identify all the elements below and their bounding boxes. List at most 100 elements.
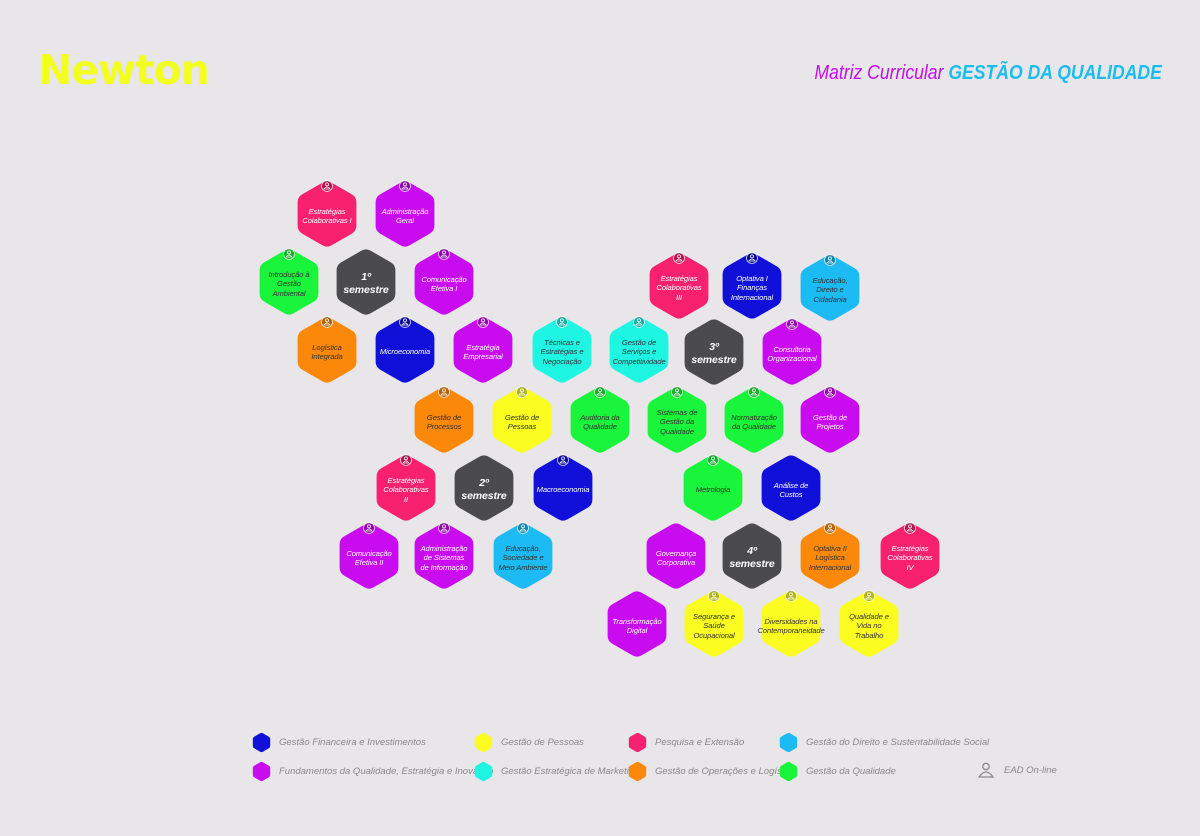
legend-swatch — [252, 761, 271, 782]
hex-shape — [414, 249, 474, 315]
hex-seguranca-e-saude-ocupacional — [684, 590, 744, 657]
ead-online-icon — [746, 252, 758, 264]
ead-online-icon — [633, 316, 645, 328]
hex-shape — [722, 523, 782, 589]
ead-online-icon — [321, 180, 333, 192]
legend-item-qualidade: Gestão da Qualidade — [779, 761, 896, 782]
ead-online-icon — [477, 316, 489, 328]
hex-shape — [762, 319, 822, 385]
legend-swatch — [474, 761, 493, 782]
hex-shape — [297, 317, 357, 383]
ead-label: EAD On-line — [1004, 764, 1057, 776]
hex-shape — [647, 387, 707, 453]
ead-online-icon — [438, 522, 450, 534]
hex-logistica-integrada — [297, 316, 357, 383]
hex-sistemas-de-gestao-da-qualidade — [647, 386, 707, 453]
ead-online-icon — [786, 318, 798, 330]
hex-shape — [800, 387, 860, 453]
hex-normatizacao-da-qualidade — [724, 386, 784, 453]
hex-shape — [414, 523, 474, 589]
legend-item-ead: EAD On-line — [976, 761, 1057, 779]
ead-online-icon — [708, 590, 720, 602]
ead-online-icon — [556, 316, 568, 328]
hex-comunicacao-efetiva-ii — [339, 522, 399, 589]
hex-3-semestre — [684, 319, 744, 385]
hex-1-semestre — [336, 249, 396, 315]
hex-governanca-corporativa — [646, 523, 706, 589]
hex-macroeconomia — [533, 454, 593, 521]
legend-swatch — [779, 761, 798, 782]
hex-shape — [839, 591, 899, 657]
hex-estrategias-colaborativas-iii — [649, 252, 709, 319]
ead-online-icon — [400, 454, 412, 466]
legend-item-financeira: Gestão Financeira e Investimentos — [252, 732, 426, 753]
hex-tecnicas-e-estrategias-e-negociacao — [532, 316, 592, 383]
hex-shape — [722, 253, 782, 319]
hex-comunicacao-efetiva-i — [414, 248, 474, 315]
hex-gestao-de-processos — [414, 386, 474, 453]
hex-shape — [724, 387, 784, 453]
hex-shape — [607, 591, 667, 657]
ead-online-icon — [824, 254, 836, 266]
legend-label: Fundamentos da Qualidade, Estratégia e I… — [279, 766, 494, 777]
hex-shape — [492, 387, 552, 453]
legend-swatch — [628, 761, 647, 782]
hex-shape — [683, 455, 743, 521]
legend-label: Gestão da Qualidade — [806, 766, 896, 777]
hex-estrategias-colaborativas-iv — [880, 522, 940, 589]
hex-estrategia-empresarial — [453, 316, 513, 383]
ead-online-icon — [748, 386, 760, 398]
legend-item-direito: Gestão do Direito e Sustentabilidade Soc… — [779, 732, 989, 753]
ead-online-icon — [904, 522, 916, 534]
hex-shape — [454, 455, 514, 521]
hex-2-semestre — [454, 455, 514, 521]
hex-shape — [649, 253, 709, 319]
hex-shape — [570, 387, 630, 453]
hex-shape — [453, 317, 513, 383]
ead-online-icon — [321, 316, 333, 328]
newton-logo: Newton — [38, 46, 210, 94]
legend-label: Pesquisa e Extensão — [655, 737, 745, 748]
legend-swatch — [779, 732, 798, 753]
legend-label: Gestão de Pessoas — [501, 737, 584, 748]
legend-item-operacoes: Gestão de Operações e Logística — [628, 761, 797, 782]
ead-online-icon — [438, 386, 450, 398]
hex-consultoria-organizacional — [762, 318, 822, 385]
legend-label: Gestão Financeira e Investimentos — [279, 737, 426, 748]
hex-optativa-ii-logistica-internacional — [800, 522, 860, 589]
legend-swatch — [474, 732, 493, 753]
hex-educacao-sociedade-e-meio-ambiente — [493, 522, 553, 589]
hex-administracao-geral — [375, 180, 435, 247]
legend-label: Gestão Estratégica de Marketing — [501, 766, 640, 777]
hex-shape — [761, 591, 821, 657]
hex-administracao-de-sistemas-de-informacao — [414, 522, 474, 589]
ead-online-icon — [785, 590, 797, 602]
ead-online-icon — [363, 522, 375, 534]
hex-microeconomia — [375, 316, 435, 383]
ead-online-icon — [977, 762, 995, 778]
hex-shape — [532, 317, 592, 383]
hex-shape — [493, 523, 553, 589]
hex-shape — [533, 455, 593, 521]
ead-online-icon — [594, 386, 606, 398]
hex-shape — [761, 455, 821, 521]
page-title: Matriz Curricular GESTÃO DA QUALIDADE — [815, 62, 1162, 85]
hex-diversidades-na-contemporaneidade — [761, 590, 821, 657]
hex-optativa-i-financas-internacional — [722, 252, 782, 319]
hex-gestao-de-pessoas — [492, 386, 552, 453]
hex-introducao-a-gestao-ambiental — [259, 248, 319, 315]
hex-shape — [414, 387, 474, 453]
ead-online-icon — [399, 316, 411, 328]
ead-online-icon — [707, 454, 719, 466]
legend-swatch — [628, 732, 647, 753]
ead-online-icon — [824, 522, 836, 534]
hex-shape — [646, 523, 706, 589]
hex-shape — [880, 523, 940, 589]
ead-online-icon — [863, 590, 875, 602]
ead-online-icon — [824, 386, 836, 398]
ead-online-icon — [516, 386, 528, 398]
hex-shape — [684, 319, 744, 385]
hex-shape — [684, 591, 744, 657]
hex-shape — [375, 181, 435, 247]
